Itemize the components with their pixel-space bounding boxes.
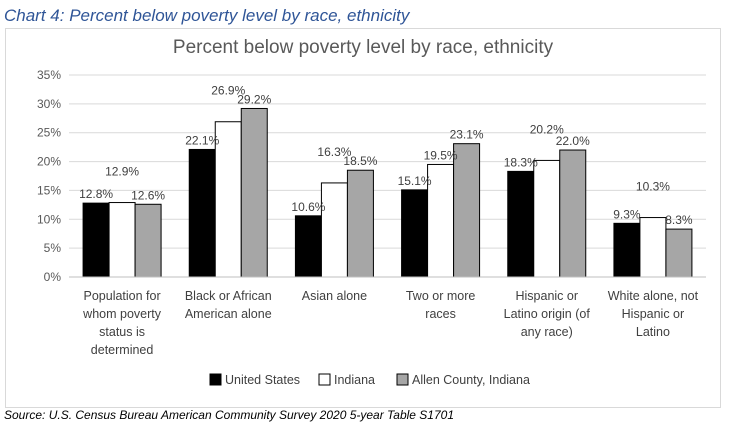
- y-tick-label: 15%: [37, 183, 61, 197]
- chart-caption: Chart 4: Percent below poverty level by …: [4, 6, 410, 25]
- bar-allen-county-indiana: [240, 107, 268, 278]
- data-label: 16.3%: [317, 145, 351, 159]
- bar-indiana: [108, 202, 136, 278]
- data-label: 18.3%: [504, 155, 538, 169]
- x-category-label: any race): [521, 325, 573, 339]
- data-label: 22.0%: [556, 134, 590, 148]
- x-category-label: Latino: [636, 325, 670, 339]
- x-category-label: Black or African: [185, 289, 272, 303]
- data-label: 19.5%: [424, 148, 458, 162]
- bar-indiana: [214, 121, 242, 278]
- data-label: 18.5%: [343, 154, 377, 168]
- y-tick-label: 5%: [44, 241, 62, 255]
- x-category-label: Latino origin (of: [504, 307, 591, 321]
- x-category-label: status is: [99, 325, 145, 339]
- chart-area: Percent below poverty level by race, eth…: [5, 28, 721, 408]
- data-label: 8.3%: [665, 213, 693, 227]
- bar-united-states: [188, 148, 216, 278]
- data-label: 20.2%: [530, 122, 564, 136]
- legend-swatch: [209, 373, 222, 386]
- bar-united-states: [401, 189, 429, 278]
- bar-united-states: [82, 202, 110, 278]
- x-category-label: Asian alone: [302, 289, 367, 303]
- bar-indiana: [320, 182, 348, 278]
- y-tick-label: 30%: [37, 97, 61, 111]
- x-category-label: Population for: [84, 289, 161, 303]
- y-tick-label: 10%: [37, 212, 61, 226]
- x-category-label: Two or more: [406, 289, 476, 303]
- y-tick-label: 35%: [37, 68, 61, 82]
- data-label: 10.3%: [636, 180, 670, 194]
- y-tick-label: 0%: [44, 270, 62, 284]
- legend-label: Allen County, Indiana: [412, 373, 530, 387]
- chart-title: Percent below poverty level by race, eth…: [173, 37, 554, 58]
- bar-united-states: [613, 222, 641, 278]
- legend-swatch: [318, 373, 331, 386]
- x-category-label: Hispanic or: [515, 289, 578, 303]
- source-note: Source: U.S. Census Bureau American Comm…: [4, 408, 455, 422]
- bar-indiana: [427, 163, 455, 278]
- x-category-label: Hispanic or: [622, 307, 685, 321]
- x-category-label: White alone, not: [608, 289, 699, 303]
- data-label: 10.6%: [291, 200, 325, 214]
- bar-allen-county-indiana: [453, 143, 481, 278]
- x-category-label: American alone: [185, 307, 272, 321]
- x-category-label: races: [425, 307, 456, 321]
- data-label: 26.9%: [211, 84, 245, 98]
- data-label: 22.1%: [185, 133, 219, 147]
- bar-chart: Percent below poverty level by race, eth…: [37, 37, 706, 387]
- data-label: 12.6%: [131, 188, 165, 202]
- legend-label: United States: [225, 373, 300, 387]
- data-label: 15.1%: [398, 174, 432, 188]
- legend-swatch: [396, 373, 409, 386]
- bar-united-states: [294, 215, 322, 278]
- x-category-label: determined: [91, 343, 154, 357]
- data-label: 12.8%: [79, 187, 113, 201]
- data-label: 9.3%: [613, 207, 641, 221]
- legend-label: Indiana: [334, 373, 375, 387]
- bar-indiana: [639, 217, 667, 278]
- bar-allen-county-indiana: [559, 149, 587, 278]
- bar-united-states: [507, 170, 535, 278]
- data-label: 29.2%: [237, 92, 271, 106]
- data-label: 23.1%: [450, 128, 484, 142]
- data-label: 12.9%: [105, 165, 139, 179]
- bar-allen-county-indiana: [346, 169, 374, 278]
- bar-allen-county-indiana: [665, 228, 693, 278]
- bar-indiana: [533, 159, 561, 278]
- y-tick-label: 25%: [37, 126, 61, 140]
- bar-allen-county-indiana: [134, 203, 162, 278]
- y-tick-label: 20%: [37, 155, 61, 169]
- x-category-label: whom poverty: [82, 307, 162, 321]
